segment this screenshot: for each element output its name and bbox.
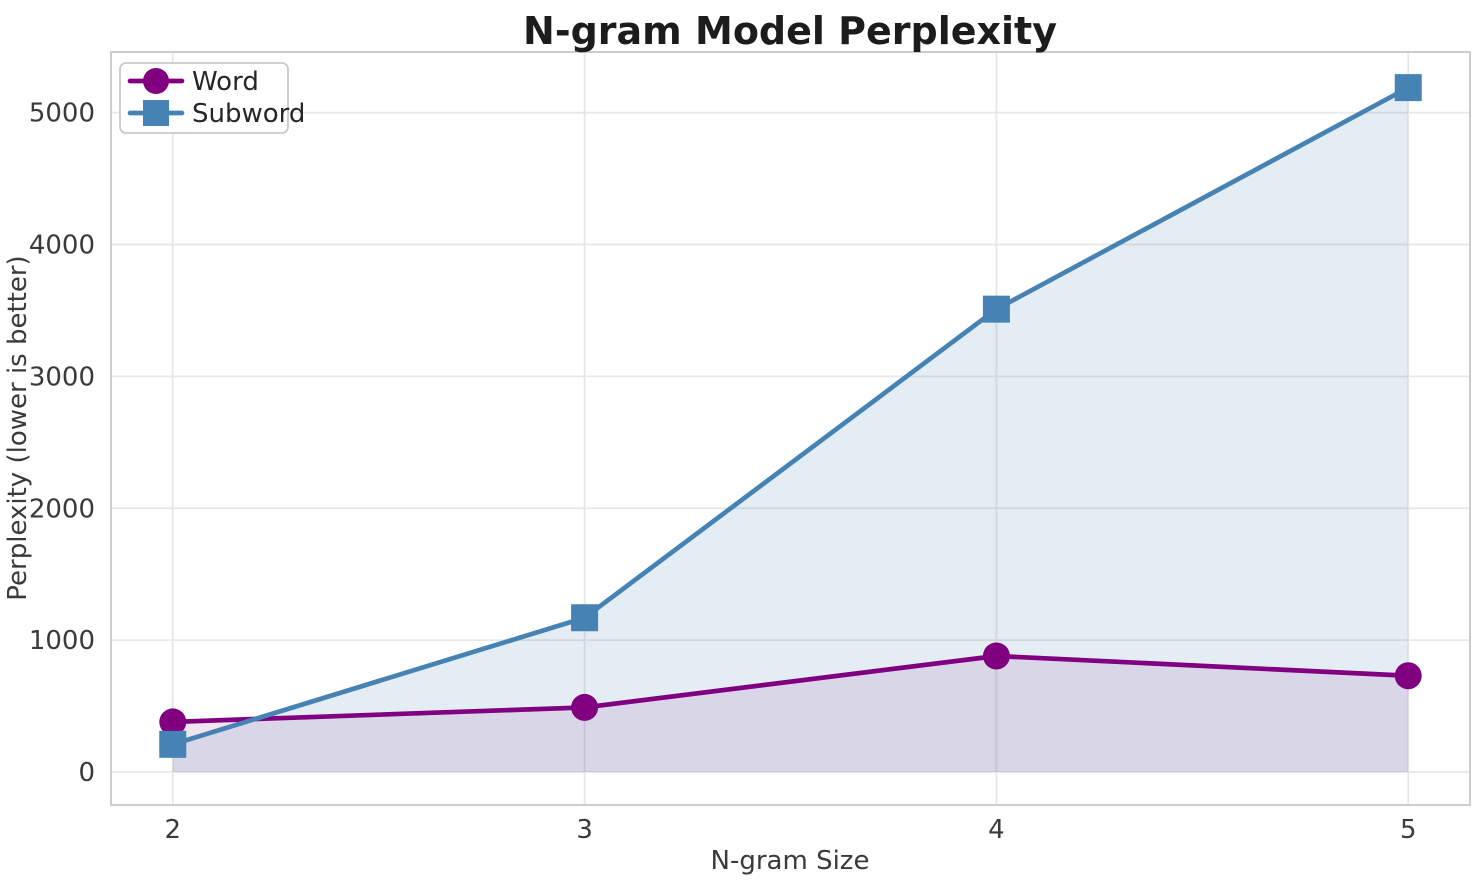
y-tick-label: 4000 — [29, 231, 95, 261]
data-point-subword — [1394, 74, 1422, 102]
series-line-word — [170, 653, 1411, 725]
y-tick-label: 2000 — [29, 494, 95, 524]
x-tick-label: 5 — [1400, 815, 1417, 845]
data-point-word — [571, 693, 599, 721]
circle-marker-icon — [143, 68, 169, 94]
legend-label-word: Word — [192, 67, 259, 97]
series-line-subword — [170, 85, 1411, 747]
y-tick-label: 3000 — [29, 362, 95, 392]
tick-layer: 0 1000 2000 3000 4000 5000 2 3 4 5 — [29, 99, 1417, 845]
series-layer — [159, 74, 1422, 758]
data-point-word — [982, 642, 1010, 670]
y-tick-label: 5000 — [29, 99, 95, 129]
y-tick-label: 1000 — [29, 626, 95, 656]
legend-label-subword: Subword — [192, 99, 305, 129]
y-axis-label: Perplexity (lower is better) — [3, 255, 33, 600]
data-point-subword — [982, 295, 1010, 323]
legend-item-subword: Subword — [127, 99, 305, 129]
plot-area-border — [110, 51, 1471, 806]
series-area-word — [172, 655, 1409, 773]
x-axis-label: N-gram Size — [711, 846, 870, 876]
square-marker-icon — [143, 100, 169, 126]
area-layer — [172, 87, 1409, 773]
data-point-word — [159, 708, 187, 736]
chart-title: N-gram Model Perplexity — [523, 9, 1057, 53]
y-tick-label: 0 — [78, 758, 95, 788]
series-area-subword — [172, 87, 1409, 773]
x-tick-label: 2 — [164, 815, 181, 845]
data-point-word — [1394, 662, 1422, 690]
x-tick-label: 4 — [988, 815, 1005, 845]
x-tick-label: 3 — [576, 815, 593, 845]
legend-item-word: Word — [127, 67, 259, 97]
data-point-subword — [571, 604, 599, 632]
data-point-subword — [159, 730, 187, 758]
